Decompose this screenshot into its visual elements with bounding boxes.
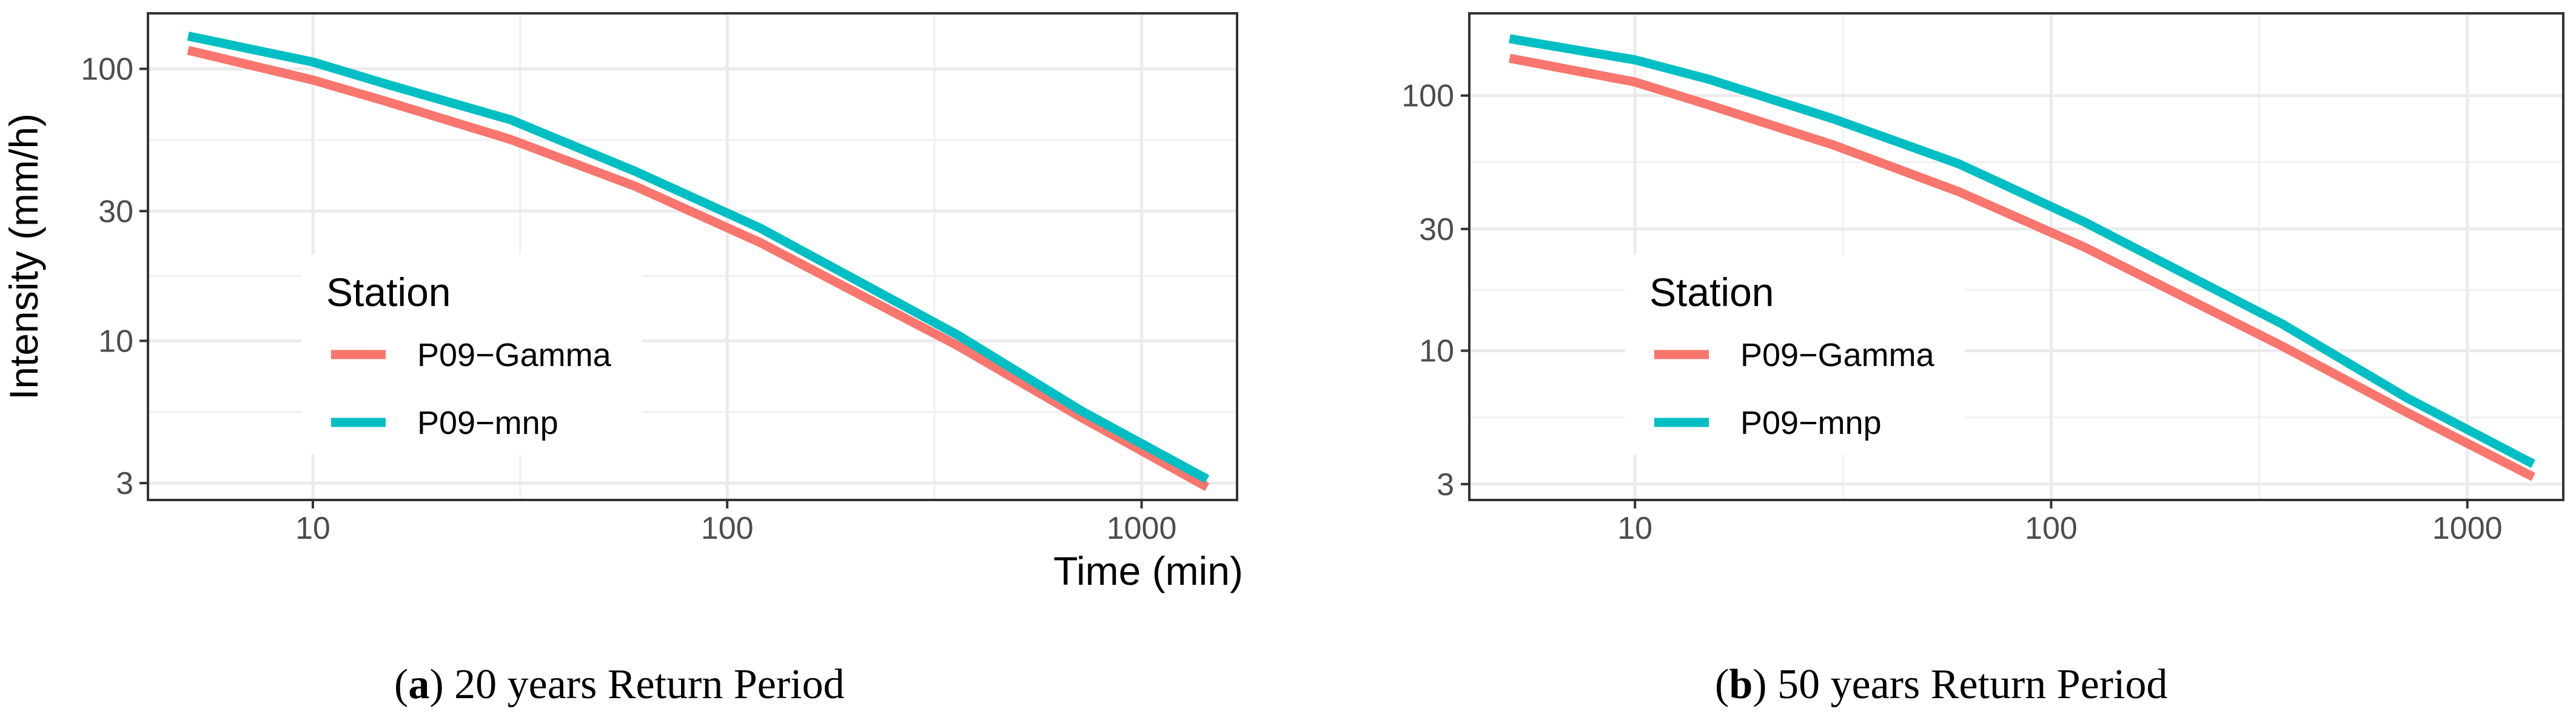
- legend-title: Station: [326, 270, 451, 315]
- caption-b-text: 50 years Return Period: [1777, 661, 2168, 708]
- y-tick-label: 10: [98, 324, 133, 359]
- x-axis-title: Time (min): [1053, 548, 1243, 593]
- figure: 10 100 1000 3 10 30 100 Intensity (mm/h) Time (m…: [1, 12, 2564, 593]
- y-tick-label: 30: [98, 194, 133, 229]
- y-axis-title: Intensity (mm/h): [1, 113, 46, 400]
- legend-label-2: P09−mnp: [1740, 405, 1882, 441]
- panel-b: 10 100 1000 3 10 30 100 Station P09−Gamma P09−mnp: [1401, 12, 2564, 546]
- panel-a: 10 100 1000 3 10 30 100 Intensity (mm/h) Time (m…: [1, 12, 1243, 593]
- caption-a-text: 20 years Return Period: [454, 661, 845, 708]
- series-line-2: [1509, 34, 2535, 468]
- y-tick-label: 3: [1437, 467, 1454, 502]
- x-tick-label: 10: [1617, 511, 1652, 546]
- y-tick-label: 10: [1419, 334, 1454, 369]
- x-tick-label: 100: [701, 511, 754, 546]
- series-line-2: [187, 32, 1210, 484]
- x-tick-label: 10: [295, 511, 330, 546]
- x-tick-label: 1000: [1107, 511, 1177, 546]
- series-line-1: [187, 45, 1210, 491]
- caption-a: (a) 20 years Return Period: [394, 661, 845, 708]
- series-line-1: [1509, 53, 2535, 481]
- plot-border: [1468, 12, 2564, 501]
- y-tick-label: 3: [116, 466, 133, 501]
- legend-label-1: P09−Gamma: [417, 337, 612, 373]
- y-tick-label: 100: [1401, 79, 1454, 114]
- caption-a-letter: a: [408, 661, 430, 708]
- x-tick-label: 100: [2025, 511, 2078, 546]
- y-tick-label: 30: [1419, 212, 1454, 247]
- y-tick-label: 100: [81, 52, 133, 87]
- legend-label-1: P09−Gamma: [1740, 337, 1935, 373]
- caption-b: (b) 50 years Return Period: [1715, 661, 2168, 708]
- caption-b-letter: b: [1729, 661, 1753, 708]
- plot-border: [147, 12, 1238, 501]
- legend-label-2: P09−mnp: [417, 405, 558, 441]
- legend-title: Station: [1649, 270, 1774, 315]
- x-tick-label: 1000: [2432, 511, 2503, 546]
